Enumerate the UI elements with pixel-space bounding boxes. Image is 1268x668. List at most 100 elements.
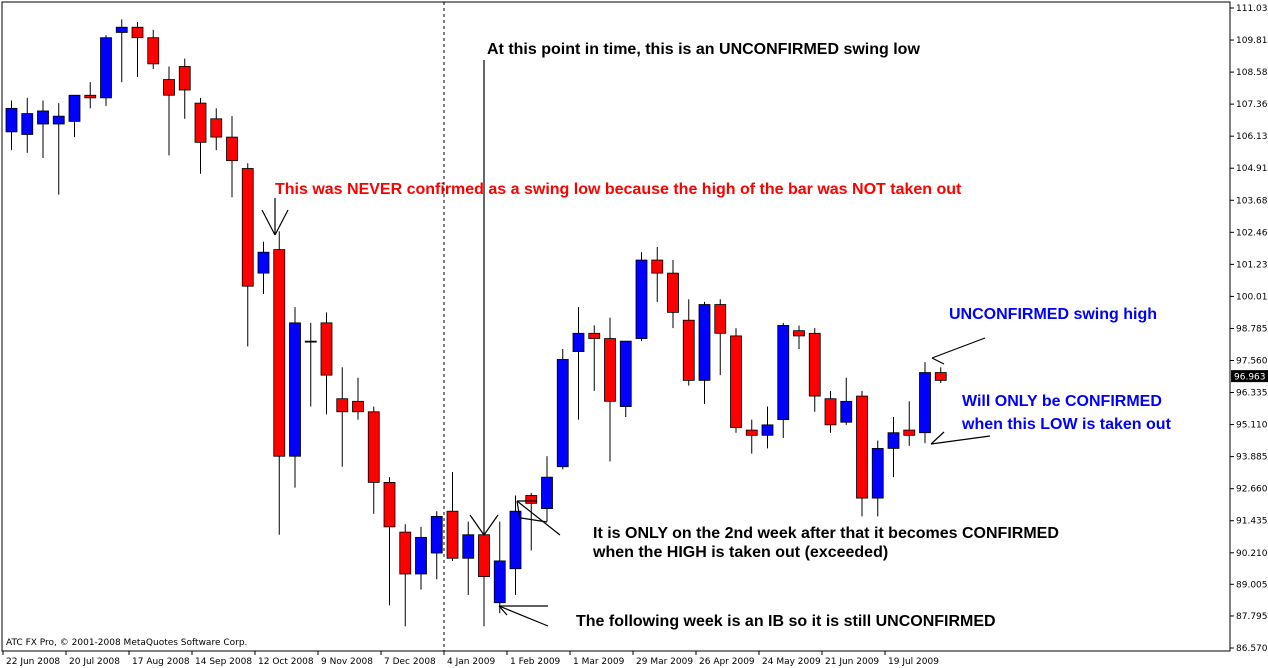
candle bbox=[226, 116, 238, 198]
candle-body bbox=[934, 372, 947, 381]
candle-body bbox=[289, 322, 301, 457]
candle-body bbox=[84, 94, 97, 99]
annotation-arrow bbox=[516, 500, 521, 520]
time-tick-label: 26 Apr 2009 bbox=[699, 657, 755, 667]
candle bbox=[541, 456, 553, 522]
price-tick-label: 107.360 bbox=[1236, 100, 1268, 110]
candle-body bbox=[588, 332, 601, 339]
candle-body bbox=[635, 259, 648, 339]
candle-body bbox=[572, 332, 585, 353]
annotation-text: This was NEVER confirmed as a swing low … bbox=[275, 181, 962, 198]
candle-body bbox=[52, 115, 65, 125]
candle-body bbox=[320, 322, 333, 376]
price-tick-label: 91.435 bbox=[1236, 517, 1268, 527]
candle-body bbox=[304, 340, 317, 343]
time-tick-label: 21 Jun 2009 bbox=[825, 657, 879, 667]
candle-body bbox=[525, 495, 538, 504]
time-tick-label: 24 May 2009 bbox=[762, 657, 821, 667]
annotation-text: when the HIGH is taken out (exceeded) bbox=[592, 544, 888, 561]
candle-body bbox=[210, 118, 223, 138]
candle bbox=[383, 477, 396, 606]
price-tick-label: 89.005 bbox=[1236, 580, 1268, 590]
candle bbox=[304, 322, 317, 407]
candle bbox=[919, 362, 931, 444]
price-tick-label: 101.235 bbox=[1236, 260, 1268, 270]
candle bbox=[525, 492, 538, 551]
candle-body bbox=[903, 429, 916, 436]
price-tick-label: 103.685 bbox=[1236, 196, 1268, 206]
candle-body bbox=[131, 26, 144, 39]
candle bbox=[903, 401, 916, 446]
annotation-arrow bbox=[483, 514, 499, 536]
candle bbox=[399, 524, 412, 627]
candle bbox=[147, 29, 160, 70]
annotation-arrow bbox=[930, 435, 991, 445]
candle-body bbox=[919, 372, 931, 434]
candle bbox=[934, 367, 947, 384]
annotation-arrow bbox=[516, 500, 561, 536]
candle-body bbox=[37, 110, 49, 125]
price-tick-label: 102.460 bbox=[1236, 228, 1268, 238]
candle bbox=[556, 348, 569, 470]
time-tick-label: 14 Sep 2008 bbox=[195, 657, 252, 667]
candle bbox=[37, 100, 49, 159]
candle-body bbox=[178, 66, 191, 91]
candle-body bbox=[383, 482, 396, 528]
annotation-arrow bbox=[931, 337, 986, 359]
candle-body bbox=[808, 332, 821, 397]
annotation-text: The following week is an IB so it is sti… bbox=[576, 613, 996, 630]
candle bbox=[446, 471, 459, 561]
current-price-box bbox=[1231, 370, 1268, 383]
candle bbox=[462, 521, 475, 595]
price-axis: 111.035 109.810 108.585 107.360 106.135 104.9… bbox=[1, 1, 1268, 654]
annotation-arrow bbox=[498, 605, 549, 627]
candle bbox=[777, 322, 790, 438]
candle-body bbox=[871, 448, 884, 499]
annotations: At this point in time, this is an UNCONF… bbox=[6, 41, 1172, 648]
candle bbox=[68, 94, 81, 138]
candle bbox=[572, 307, 585, 420]
price-tick-label: 95.110 bbox=[1236, 421, 1268, 431]
candle bbox=[194, 97, 207, 174]
candle bbox=[115, 19, 128, 83]
candle-body bbox=[367, 411, 380, 483]
time-tick-label: 17 Aug 2008 bbox=[132, 657, 190, 667]
candle bbox=[163, 66, 175, 156]
candle bbox=[52, 103, 65, 195]
candle bbox=[682, 299, 695, 386]
current-price-label: 96.963 bbox=[1234, 373, 1266, 383]
annotation-text: UNCONFIRMED swing high bbox=[949, 306, 1157, 323]
candle bbox=[273, 231, 286, 535]
candle-body bbox=[352, 400, 364, 413]
candle-body bbox=[194, 102, 207, 143]
time-tick-label: 1 Feb 2009 bbox=[510, 657, 561, 667]
candle bbox=[131, 21, 144, 77]
candle bbox=[493, 521, 506, 614]
time-tick-label: 7 Dec 2008 bbox=[384, 657, 436, 667]
candle bbox=[588, 325, 601, 391]
candle bbox=[745, 419, 758, 454]
candle-body bbox=[493, 560, 506, 604]
time-tick-label: 4 Jan 2009 bbox=[447, 657, 495, 667]
plot-frame bbox=[1, 1, 1231, 652]
candle-body bbox=[147, 37, 160, 65]
candle bbox=[367, 406, 380, 514]
candle bbox=[178, 58, 191, 119]
candle bbox=[714, 299, 727, 376]
price-tick-label: 86.570 bbox=[1236, 644, 1268, 654]
time-tick-label: 29 Mar 2009 bbox=[636, 657, 693, 667]
time-tick-label: 20 Jul 2008 bbox=[69, 657, 120, 667]
candle bbox=[667, 260, 679, 329]
candle-body bbox=[21, 113, 34, 135]
candle-body bbox=[793, 330, 805, 337]
candle-body bbox=[257, 251, 270, 274]
candle-body bbox=[336, 398, 349, 413]
annotation-arrow bbox=[930, 431, 945, 445]
candle-body bbox=[100, 37, 112, 99]
candle bbox=[651, 246, 664, 302]
annotation-arrow bbox=[274, 209, 289, 236]
candle-body bbox=[241, 168, 254, 287]
price-tick-label: 93.885 bbox=[1236, 453, 1268, 463]
time-tick-label: 22 Jun 2008 bbox=[6, 657, 60, 667]
